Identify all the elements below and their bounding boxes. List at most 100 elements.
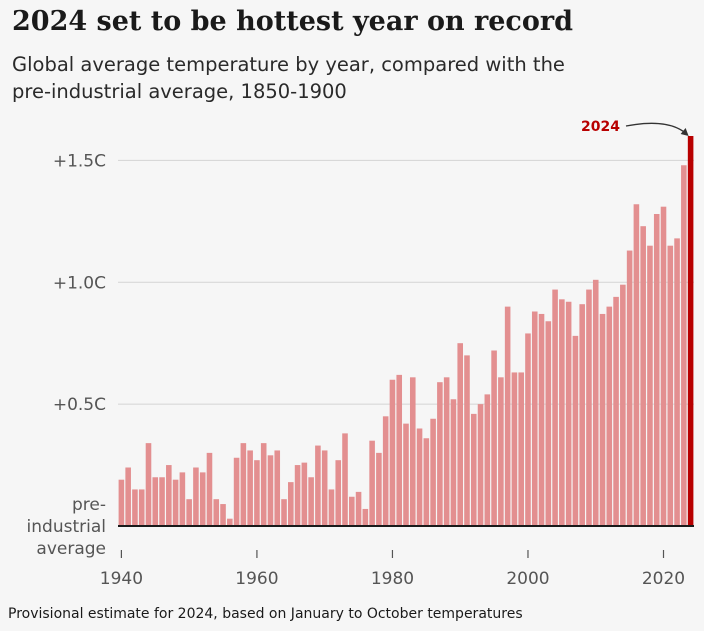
axes bbox=[118, 525, 694, 558]
subtitle-line-1: Global average temperature by year, comp… bbox=[12, 53, 565, 76]
bar-1983 bbox=[409, 377, 416, 526]
bar-1996 bbox=[498, 377, 504, 526]
bar-1970 bbox=[321, 450, 328, 526]
bar-1982 bbox=[403, 423, 409, 526]
bar-1990 bbox=[457, 343, 463, 526]
bar-1952 bbox=[199, 472, 206, 526]
annotations: 2024 bbox=[581, 119, 689, 136]
bar-1999 bbox=[518, 372, 524, 526]
bar-1968 bbox=[308, 477, 314, 526]
bar-2006 bbox=[565, 301, 572, 526]
bar-2014 bbox=[620, 284, 626, 526]
bar-1972 bbox=[335, 460, 342, 526]
bar-1969 bbox=[315, 445, 321, 526]
bar-1967 bbox=[301, 462, 308, 526]
bar-1945 bbox=[152, 477, 159, 526]
bar-1964 bbox=[281, 499, 287, 526]
bar-1940 bbox=[118, 479, 125, 526]
bar-1947 bbox=[166, 465, 172, 526]
x-tick-label-1960: 1960 bbox=[235, 569, 278, 589]
x-tick-label-1980: 1980 bbox=[371, 569, 414, 589]
highlight-label: 2024 bbox=[581, 119, 620, 135]
bar-1946 bbox=[159, 477, 165, 526]
bar-2002 bbox=[538, 313, 545, 526]
bar-1973 bbox=[342, 433, 348, 526]
chart-subtitle: Global average temperature by year, comp… bbox=[12, 51, 692, 105]
bar-1956 bbox=[227, 518, 233, 526]
bar-1997 bbox=[504, 306, 511, 526]
bar-1957 bbox=[233, 457, 240, 526]
bar-1986 bbox=[430, 418, 436, 526]
bar-2008 bbox=[579, 304, 585, 526]
baseline-label-line-3: average bbox=[36, 539, 106, 559]
bar-1977 bbox=[369, 440, 375, 526]
highlight-arrow bbox=[625, 122, 688, 135]
bar-1958 bbox=[240, 443, 247, 526]
bar-2015 bbox=[626, 250, 633, 526]
bar-1981 bbox=[396, 374, 403, 526]
bar-1948 bbox=[172, 479, 179, 526]
bar-2013 bbox=[613, 296, 619, 526]
bar-1951 bbox=[193, 467, 199, 526]
bar-1954 bbox=[213, 499, 220, 526]
bar-2024 bbox=[687, 136, 694, 526]
bar-1959 bbox=[247, 450, 253, 526]
x-axis-labels: 1940 1960 1980 2000 2020 bbox=[100, 569, 685, 589]
bar-1965 bbox=[288, 482, 294, 526]
bar-1998 bbox=[511, 372, 518, 526]
baseline-label-line-2: industrial bbox=[27, 517, 106, 537]
bar-1943 bbox=[138, 489, 145, 526]
bar-1974 bbox=[349, 496, 355, 526]
bar-1971 bbox=[328, 489, 335, 526]
bar-2012 bbox=[606, 306, 613, 526]
bar-1993 bbox=[477, 404, 484, 526]
baseline-label-line-1: pre- bbox=[72, 495, 106, 515]
bar-1991 bbox=[464, 355, 470, 526]
bar-1976 bbox=[362, 508, 369, 526]
bar-1994 bbox=[484, 394, 491, 526]
x-tick-label-2000: 2000 bbox=[506, 569, 549, 589]
bar-2000 bbox=[525, 333, 531, 526]
bar-1949 bbox=[179, 472, 186, 526]
bar-1963 bbox=[274, 450, 281, 526]
bar-2001 bbox=[531, 311, 538, 526]
y-tick-label-1: +1.0C bbox=[53, 273, 106, 293]
bar-1962 bbox=[267, 455, 274, 526]
x-tick-label-2020: 2020 bbox=[642, 569, 685, 589]
bar-1960 bbox=[254, 460, 260, 526]
bar-2009 bbox=[586, 289, 592, 526]
bar-1980 bbox=[389, 379, 396, 526]
bar-2011 bbox=[599, 313, 606, 526]
highlight-arrowhead bbox=[680, 128, 689, 136]
bar-1944 bbox=[145, 443, 152, 526]
bar-1995 bbox=[491, 350, 497, 526]
bar-2003 bbox=[545, 321, 552, 526]
bar-2020 bbox=[660, 206, 667, 526]
bar-1985 bbox=[423, 438, 430, 526]
bar-2017 bbox=[640, 226, 646, 526]
subtitle-line-2: pre-industrial average, 1850-1900 bbox=[12, 80, 347, 103]
bar-2016 bbox=[633, 204, 640, 526]
bar-1942 bbox=[132, 489, 138, 526]
bar-1992 bbox=[470, 413, 477, 526]
bar-2022 bbox=[674, 238, 680, 526]
bar-2005 bbox=[559, 299, 565, 526]
chart-title: 2024 set to be hottest year on record bbox=[12, 6, 573, 37]
bar-1953 bbox=[206, 452, 213, 526]
footnote: Provisional estimate for 2024, based on … bbox=[8, 606, 523, 622]
bar-2010 bbox=[592, 279, 599, 526]
bar-1950 bbox=[186, 499, 192, 526]
bar-2007 bbox=[572, 335, 579, 526]
bar-2023 bbox=[681, 165, 687, 526]
bar-1941 bbox=[125, 467, 131, 526]
y-tick-label-0.5: +0.5C bbox=[53, 395, 106, 415]
y-tick-label-1.5: +1.5C bbox=[53, 151, 106, 171]
bar-1961 bbox=[260, 443, 267, 526]
x-tick-label-1940: 1940 bbox=[100, 569, 143, 589]
bar-1975 bbox=[355, 491, 362, 526]
bar-2021 bbox=[667, 245, 674, 526]
bar-1978 bbox=[376, 452, 382, 526]
bar-2018 bbox=[647, 245, 653, 526]
